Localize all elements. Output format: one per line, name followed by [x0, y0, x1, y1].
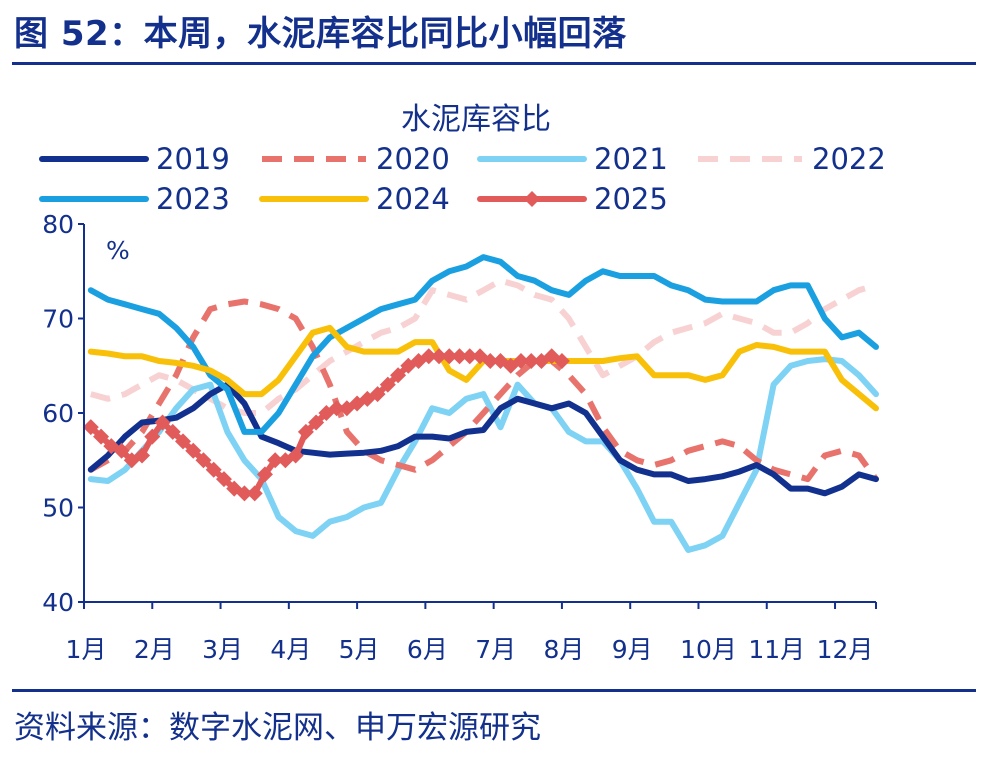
series-point-2025 [328, 400, 345, 417]
series-line-2022 [90, 277, 877, 416]
x-tick-label: 5月 [339, 635, 380, 664]
series-point-2025 [267, 452, 284, 469]
x-tick-label: 3月 [202, 635, 243, 664]
series-point-2025 [246, 485, 263, 502]
x-tick-label: 11月 [748, 635, 805, 664]
bottom-divider [12, 689, 976, 692]
series-point-2025 [308, 414, 325, 431]
series-point-2025 [297, 423, 314, 440]
legend-label-2023: 2023 [156, 182, 230, 216]
series-point-2025 [431, 348, 448, 365]
series-point-2025 [215, 471, 232, 488]
y-tick-label: 80 [42, 210, 74, 239]
x-tick-label: 4月 [270, 635, 311, 664]
series-point-2025 [164, 423, 181, 440]
series-point-2025 [451, 348, 468, 365]
series-point-2025 [287, 447, 304, 464]
series-point-2025 [369, 386, 386, 403]
legend-label-2020: 2020 [376, 142, 450, 176]
series-point-2025 [93, 428, 110, 445]
chart-title: 水泥库容比 [401, 102, 551, 137]
x-tick-label: 6月 [407, 635, 448, 664]
legend-label-2024: 2024 [376, 182, 450, 216]
series-point-2025 [420, 348, 437, 365]
x-tick-label: 12月 [817, 635, 874, 664]
legend: 2019 2020 2021 2022 2023 2024 2025 [39, 142, 886, 216]
y-tick-label: 60 [42, 399, 74, 428]
series-line-2023 [87, 254, 879, 435]
series-point-2025 [154, 414, 171, 431]
series-point-2025 [195, 452, 212, 469]
series-point-2025 [441, 348, 458, 365]
top-divider [12, 62, 976, 65]
legend-label-2021: 2021 [594, 142, 668, 176]
axes: 40 50 60 70 80 1月 2月 3月 4月 5月 6月 7月 8月 9月 10月 11月 12月 [42, 210, 877, 664]
y-tick-label: 50 [42, 494, 74, 523]
x-tick-label: 7月 [475, 635, 516, 664]
y-tick-label: 40 [42, 588, 74, 617]
figure-title: 图 52：本周，水泥库容比同比小幅回落 [14, 14, 627, 54]
series-point-2025 [256, 466, 273, 483]
plot-area [82, 254, 879, 553]
source-note: 资料来源：数字水泥网、申万宏源研究 [14, 710, 541, 746]
series-point-2025 [379, 376, 396, 393]
y-unit-label: % [106, 236, 130, 265]
series-line-2021 [87, 356, 879, 553]
legend-marker-2025 [524, 191, 540, 207]
series-point-2025 [523, 353, 540, 370]
series-point-2025 [185, 442, 202, 459]
series-point-2025 [461, 348, 478, 365]
series-point-2025 [553, 353, 570, 370]
series-point-2025 [144, 428, 161, 445]
series-point-2025 [482, 353, 499, 370]
x-tick-label: 10月 [680, 635, 737, 664]
series-point-2025 [390, 367, 407, 384]
legend-label-2025: 2025 [594, 182, 668, 216]
series-point-2025 [175, 433, 191, 450]
y-tick-label: 70 [42, 305, 74, 334]
series-point-2025 [205, 461, 222, 478]
series-point-2025 [82, 419, 99, 436]
series-point-2025 [512, 353, 529, 370]
series-point-2025 [236, 485, 253, 502]
legend-label-2019: 2019 [156, 142, 230, 176]
series-point-2025 [134, 447, 151, 464]
series-line-2020 [89, 298, 879, 483]
x-tick-label: 8月 [543, 635, 584, 664]
x-tick-label: 1月 [66, 635, 107, 664]
series-point-2025 [113, 442, 130, 459]
x-tick-label: 9月 [612, 635, 653, 664]
legend-label-2022: 2022 [812, 142, 886, 176]
line-chart: 水泥库容比 2019 2020 2021 2022 2023 2024 2025 40 50 6… [39, 102, 886, 664]
x-tick-label: 2月 [134, 635, 175, 664]
